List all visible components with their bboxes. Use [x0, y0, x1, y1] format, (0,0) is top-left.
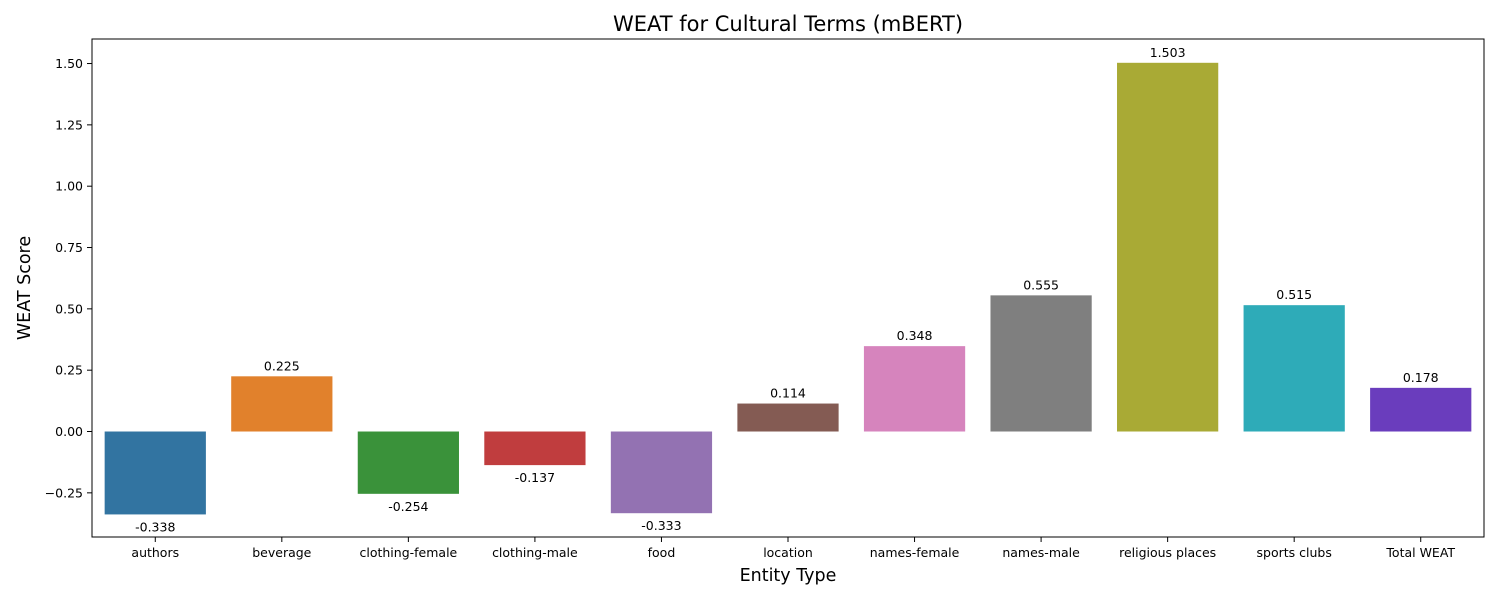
bars-layer — [104, 62, 1472, 515]
y-axis: −0.25 0.00 0.25 0.50 0.75 1.00 1.25 1.50 — [45, 56, 92, 500]
data-labels-layer: -0.338 0.225 -0.254 -0.137 -0.333 0.114 0.348 0… — [135, 45, 1439, 535]
data-label: 0.178 — [1403, 370, 1439, 385]
x-tick-label: food — [648, 545, 676, 560]
bar-location — [737, 403, 839, 432]
x-tick-label: religious places — [1119, 545, 1216, 560]
y-axis-title: WEAT Score — [15, 236, 35, 340]
bar-authors — [104, 431, 206, 515]
y-tick-label: 1.50 — [55, 56, 83, 71]
bar-names-female — [863, 346, 966, 432]
x-tick-label: Total WEAT — [1385, 545, 1455, 560]
x-tick-label: names-female — [870, 545, 960, 560]
y-tick-label: 0.25 — [55, 363, 83, 378]
plot-frame — [91, 38, 1485, 538]
x-axis: authors beverage clothing-female clothing-m… — [131, 537, 1455, 560]
bar-names-male — [990, 295, 1092, 432]
data-label: -0.338 — [135, 519, 175, 534]
y-tick-label: 0.50 — [55, 301, 83, 316]
chart-title: WEAT for Cultural Terms (mBERT) — [613, 12, 963, 36]
data-label: -0.254 — [388, 499, 428, 514]
data-label: 1.503 — [1150, 45, 1186, 60]
bar-religious-places — [1117, 62, 1219, 432]
y-tick-label: 0.00 — [55, 424, 83, 439]
bar-clothing-male — [484, 431, 586, 466]
x-tick-label: beverage — [252, 545, 311, 560]
y-tick-label: −0.25 — [45, 485, 83, 500]
data-label: 0.348 — [897, 328, 933, 343]
bar-total-weat — [1370, 387, 1472, 432]
x-tick-label: location — [763, 545, 813, 560]
bar-food — [610, 431, 713, 514]
bar-clothing-female — [357, 431, 459, 494]
x-tick-label: clothing-male — [492, 545, 578, 560]
data-label: -0.137 — [515, 470, 555, 485]
data-label: -0.333 — [641, 518, 681, 533]
data-label: 0.555 — [1023, 277, 1059, 292]
bar-beverage — [231, 376, 333, 432]
y-tick-label: 1.00 — [55, 179, 83, 194]
bar-sports-clubs — [1243, 305, 1345, 432]
y-tick-label: 0.75 — [55, 240, 83, 255]
y-tick-label: 1.25 — [55, 117, 83, 132]
data-label: 0.515 — [1276, 287, 1312, 302]
x-axis-title: Entity Type — [740, 566, 837, 586]
x-tick-label: names-male — [1002, 545, 1080, 560]
x-tick-label: clothing-female — [359, 545, 457, 560]
x-tick-label: authors — [131, 545, 179, 560]
data-label: 0.225 — [264, 358, 300, 373]
x-tick-label: sports clubs — [1257, 545, 1332, 560]
data-label: 0.114 — [770, 386, 806, 401]
